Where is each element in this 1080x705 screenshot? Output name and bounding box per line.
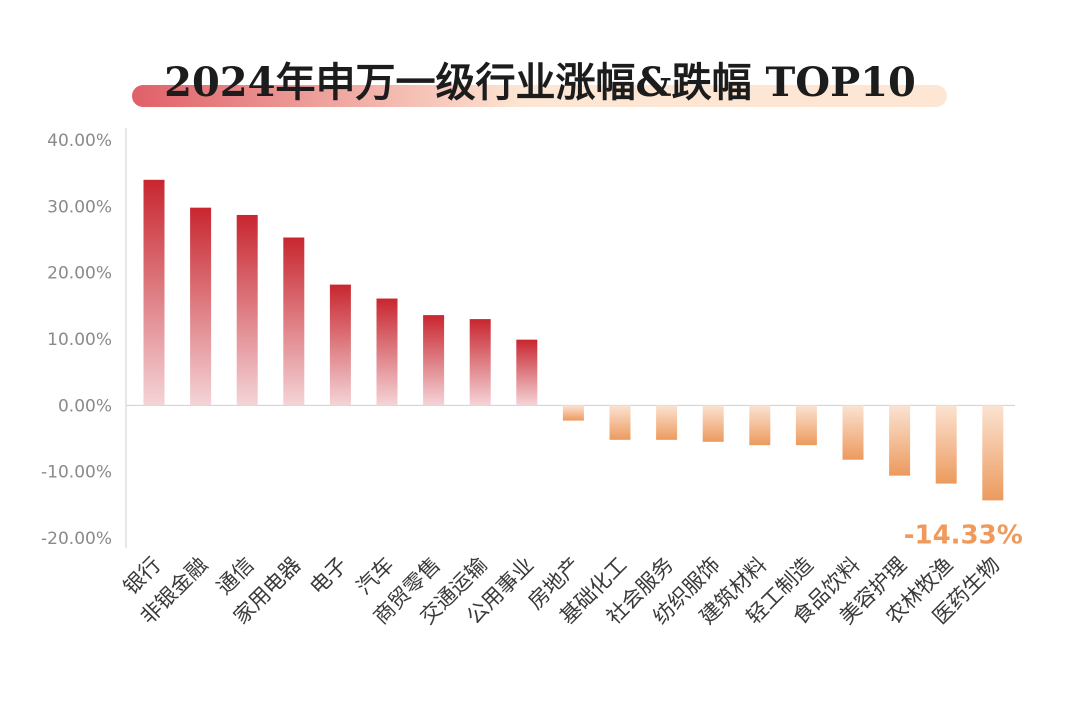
bar-公用事业	[516, 339, 538, 406]
bar-基础化工	[609, 405, 631, 440]
data-label: -14.33%	[904, 520, 1023, 550]
bar-非银金融	[190, 207, 212, 406]
bar-交通运输	[469, 319, 491, 406]
x-tick-label: 电子	[305, 553, 352, 600]
y-tick-label: 30.00%	[47, 197, 112, 217]
y-tick-label: 10.00%	[47, 330, 112, 350]
y-tick-label: 0.00%	[58, 396, 112, 416]
y-tick-label: 20.00%	[47, 264, 112, 284]
bar-农林牧渔	[935, 405, 957, 484]
y-axis: 40.00% 30.00% 20.00% 10.00% 0.00% -10.00% -20.…	[41, 128, 1015, 549]
bar-食品饮料	[842, 405, 864, 460]
bar-建筑材料	[749, 405, 771, 446]
bar-轻工制造	[795, 405, 817, 446]
bar-房地产	[562, 405, 584, 421]
y-tick-label: 40.00%	[47, 131, 112, 151]
y-tick-label: -10.00%	[41, 463, 112, 483]
bar-纺织服饰	[702, 405, 724, 442]
bar-通信	[236, 214, 258, 406]
bar-汽车	[376, 298, 398, 406]
bar-银行	[143, 179, 165, 406]
bar-商贸零售	[423, 315, 445, 406]
bar-医药生物	[982, 405, 1004, 501]
bar-美容护理	[889, 405, 911, 476]
bars	[143, 179, 1004, 501]
data-labels: -14.33%	[904, 520, 1023, 550]
chart-title: 2024年申万一级行业涨幅&跌幅 TOP10	[164, 59, 916, 106]
bar-家用电器	[283, 237, 305, 406]
y-tick-label: -20.00%	[41, 529, 112, 549]
bar-社会服务	[656, 405, 678, 440]
bar-电子	[329, 284, 351, 406]
title-highlight-band	[132, 85, 947, 107]
